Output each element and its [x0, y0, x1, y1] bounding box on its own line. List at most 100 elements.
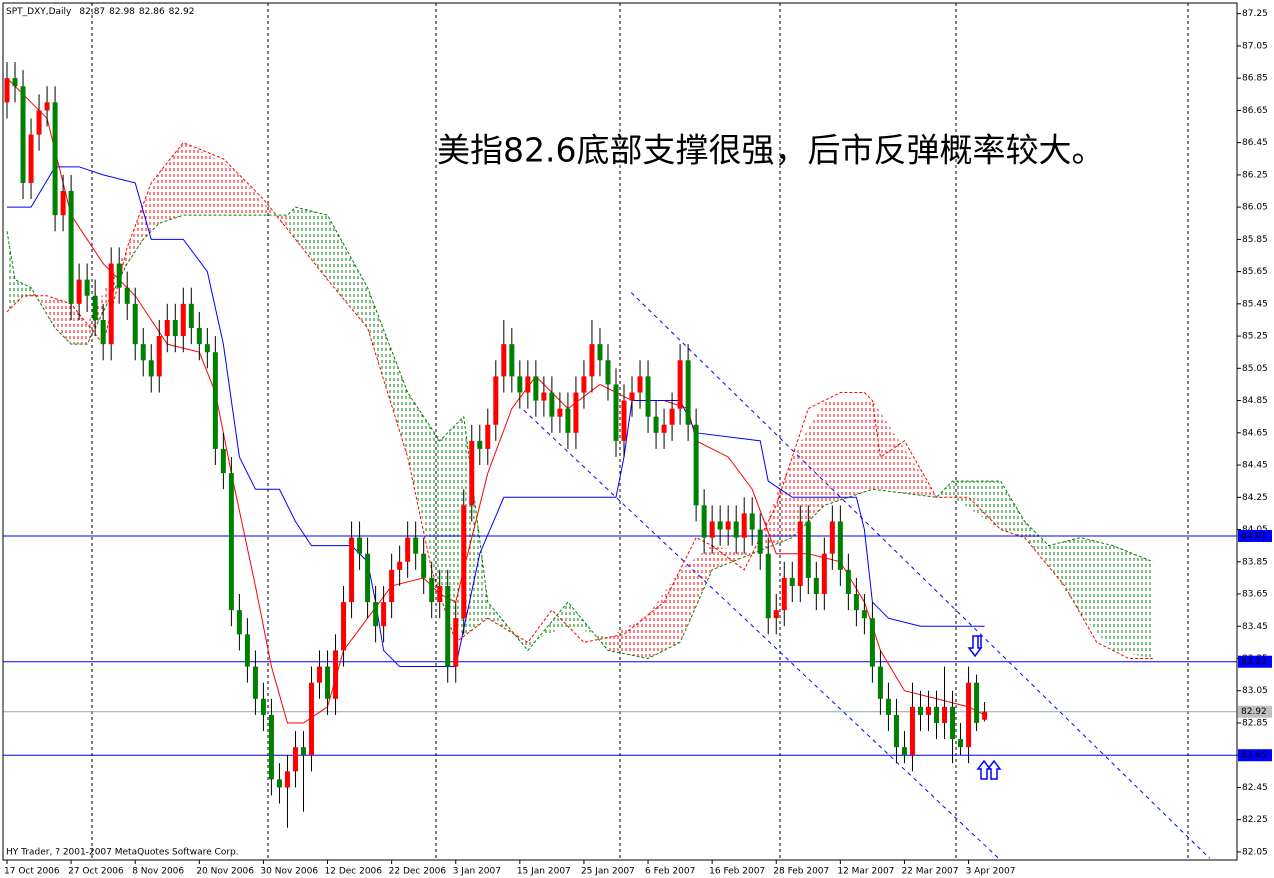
candle-body — [917, 706, 923, 715]
candle-body — [164, 319, 170, 337]
candle-body — [437, 585, 443, 603]
candle-body — [148, 360, 154, 377]
cloud-fill — [71, 303, 88, 345]
x-tick-label: 3 Apr 2007 — [966, 867, 1016, 877]
cloud-fill — [183, 142, 232, 216]
candle-body — [781, 577, 787, 611]
candle-body — [140, 344, 146, 361]
cloud-fill — [1112, 545, 1153, 659]
down-arrow — [967, 635, 983, 658]
y-tick-label: 85.45 — [1242, 299, 1268, 309]
candle-body — [861, 610, 867, 619]
candle-body — [893, 714, 899, 748]
candle-body — [573, 392, 579, 433]
x-tick-label: 27 Oct 2006 — [68, 867, 124, 877]
candle-body — [365, 553, 371, 603]
symbol: SPT_DXY,Daily — [6, 7, 72, 17]
level-label: 82.65 — [1241, 751, 1267, 761]
y-tick-label: 83.85 — [1242, 557, 1268, 567]
candle-layer — [4, 62, 988, 828]
candle-body — [124, 287, 130, 304]
cloud-fill — [712, 545, 753, 570]
candle-body — [325, 666, 331, 699]
candle-body — [597, 344, 603, 361]
candle-body — [942, 706, 948, 723]
candle-body — [901, 747, 907, 756]
candle-body — [4, 78, 10, 103]
candle-body — [429, 577, 435, 603]
cloud-fill — [295, 207, 328, 280]
candle-body — [389, 569, 395, 603]
level-label: 83.23 — [1241, 657, 1267, 667]
cloud-fill — [1024, 521, 1049, 567]
candle-body — [300, 747, 306, 756]
candle-body — [381, 602, 387, 627]
candle-body — [244, 634, 250, 667]
candle-body — [132, 303, 138, 345]
candle-body — [749, 513, 755, 530]
candle-body — [541, 392, 547, 401]
candle-body — [317, 666, 323, 683]
candle-body — [589, 344, 595, 377]
y-tick-label: 85.85 — [1242, 235, 1268, 245]
candle-body — [621, 400, 627, 441]
candle-body — [934, 706, 940, 723]
candle-body — [84, 279, 90, 296]
candle-body — [220, 448, 226, 474]
candle-body — [877, 666, 883, 699]
y-tick-label: 85.65 — [1242, 267, 1268, 277]
candle-body — [284, 771, 290, 788]
candle-body — [268, 714, 274, 780]
cloud-fill — [872, 400, 937, 498]
up-arrow — [976, 759, 1002, 780]
y-tick-label: 82.45 — [1242, 783, 1268, 793]
candle-body — [397, 561, 403, 570]
candle-body — [966, 682, 972, 748]
candle-body — [701, 505, 707, 538]
candle-body — [28, 134, 34, 183]
level-label: 84.01 — [1241, 531, 1267, 541]
x-tick-label: 12 Dec 2006 — [325, 867, 383, 877]
candle-body — [797, 521, 803, 586]
candle-body — [557, 408, 563, 417]
candle-body — [525, 376, 531, 393]
cloud-fill — [231, 166, 288, 230]
candle-body — [661, 424, 667, 433]
y-tick-label: 86.05 — [1242, 203, 1268, 213]
candle-body — [982, 711, 988, 720]
open: 82.87 — [79, 7, 105, 17]
y-tick-label: 85.05 — [1242, 364, 1268, 374]
candle-body — [741, 513, 747, 538]
line-layer — [3, 77, 1237, 859]
candle-body — [228, 473, 234, 611]
candle-body — [533, 376, 539, 401]
y-tick-label: 87.25 — [1242, 9, 1268, 19]
annotation: 美指82.6底部支撑很强，后市反弹概率较大。 — [437, 131, 1104, 170]
candle-body — [909, 706, 915, 756]
candle-body — [108, 263, 114, 345]
candle-body — [333, 650, 339, 699]
candle-body — [501, 344, 507, 377]
indicator-line — [7, 166, 985, 668]
candle-body — [92, 295, 98, 320]
candle-body — [821, 553, 827, 595]
candle-body — [60, 190, 66, 216]
x-tick-label: 25 Jan 2007 — [581, 867, 635, 877]
y-tick-label: 82.85 — [1242, 718, 1268, 728]
cloud-fill — [1000, 481, 1025, 538]
y-tick-label: 83.65 — [1242, 590, 1268, 600]
cloud-fill — [367, 287, 408, 457]
x-tick-label: 6 Feb 2007 — [645, 867, 695, 877]
candle-body — [36, 110, 42, 135]
level-label-box — [1238, 529, 1272, 542]
level-label-box — [1238, 749, 1272, 762]
y-tick-label: 86.65 — [1242, 106, 1268, 116]
candle-body — [172, 319, 178, 337]
candle-body — [733, 521, 739, 538]
cloud-fill — [55, 298, 72, 345]
candle-body — [693, 424, 699, 506]
indicator-line — [6, 77, 985, 724]
candle-body — [461, 505, 467, 619]
trend-line — [523, 409, 999, 859]
